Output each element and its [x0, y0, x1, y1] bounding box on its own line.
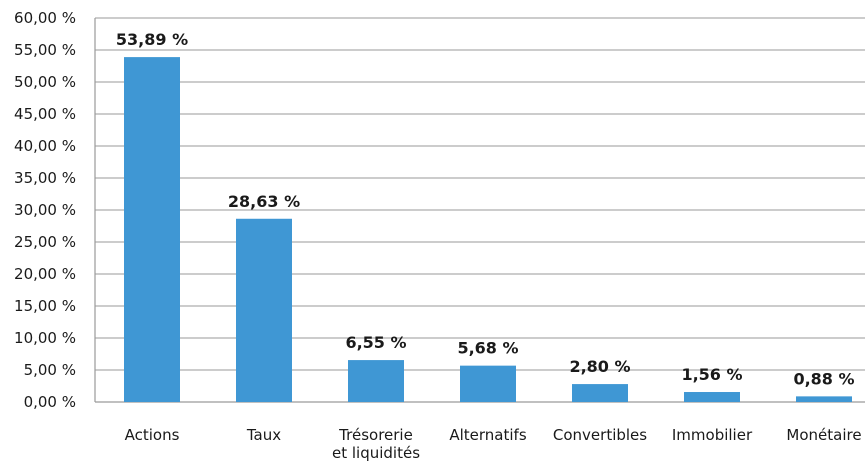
x-tick-label: Taux [246, 426, 281, 444]
bars [124, 57, 852, 402]
data-label: 5,68 % [457, 339, 518, 358]
y-tick-label: 55,00 % [14, 41, 76, 59]
bar [124, 57, 180, 402]
y-tick-label: 35,00 % [14, 169, 76, 187]
data-label: 28,63 % [228, 192, 300, 211]
y-tick-label: 45,00 % [14, 105, 76, 123]
y-tick-label: 15,00 % [14, 297, 76, 315]
x-tick-label: et liquidités [332, 444, 420, 462]
bar [796, 396, 852, 402]
y-tick-label: 20,00 % [14, 265, 76, 283]
x-tick-label: Alternatifs [449, 426, 526, 444]
data-label: 0,88 % [793, 369, 854, 388]
bar [460, 365, 516, 402]
x-tick-label: Immobilier [672, 426, 753, 444]
y-tick-label: 5,00 % [24, 361, 76, 379]
y-tick-label: 50,00 % [14, 73, 76, 91]
y-tick-label: 40,00 % [14, 137, 76, 155]
bar [572, 384, 628, 402]
x-tick-label: Actions [125, 426, 180, 444]
bar [684, 392, 740, 402]
y-tick-label: 60,00 % [14, 9, 76, 27]
x-tick-label: Monétaire [786, 426, 861, 444]
data-label: 53,89 % [116, 30, 188, 49]
y-tick-label: 0,00 % [24, 393, 76, 411]
data-label: 6,55 % [345, 333, 406, 352]
y-tick-label: 30,00 % [14, 201, 76, 219]
x-tick-label: Convertibles [553, 426, 647, 444]
y-axis-tick-labels: 0,00 % 5,00 % 10,00 % 15,00 % 20,00 % 25,00 %… [14, 9, 76, 411]
data-label: 2,80 % [569, 357, 630, 376]
y-tick-label: 10,00 % [14, 329, 76, 347]
data-label: 1,56 % [681, 365, 742, 384]
data-labels: 53,89 % 28,63 % 6,55 % 5,68 % 2,80 % 1,56 % 0,… [116, 30, 855, 388]
gridlines [94, 17, 865, 403]
bar [348, 360, 404, 402]
x-tick-label: Trésorerie [338, 426, 413, 444]
y-tick-label: 25,00 % [14, 233, 76, 251]
bar [236, 218, 292, 402]
